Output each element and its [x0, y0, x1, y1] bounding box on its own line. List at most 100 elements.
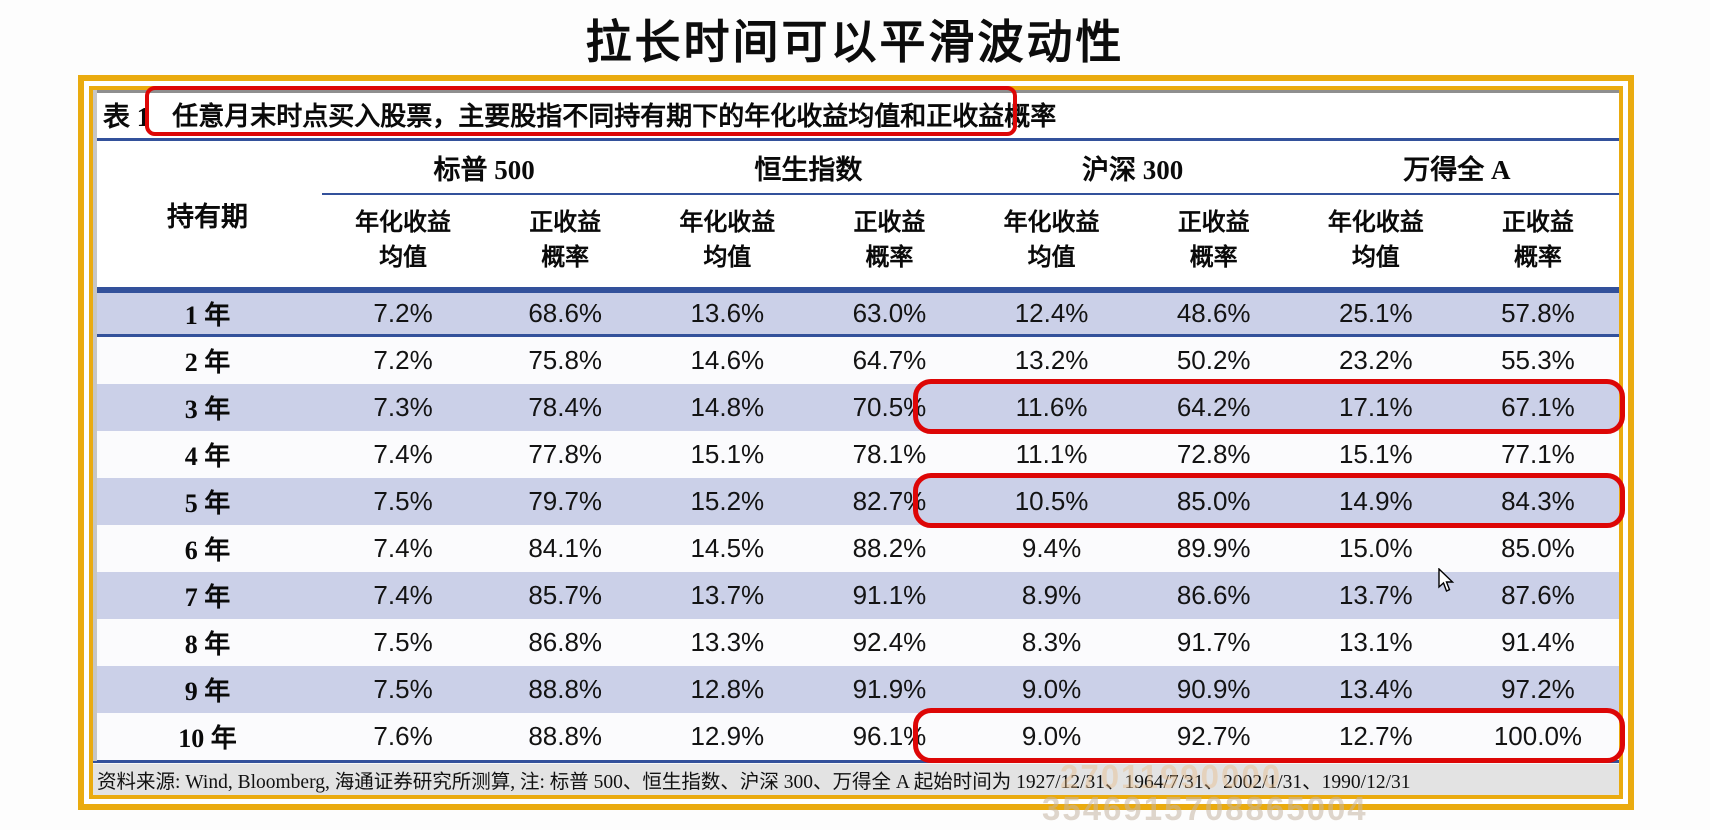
cell: 15.0% [1338, 533, 1413, 563]
cell: 9.4% [1021, 533, 1082, 563]
cell: 12.9% [690, 721, 765, 751]
table-row: 9 年 7.5% 88.8% 12.8% 91.9% 9.0% 90.9% 13… [93, 666, 1619, 713]
table-caption-prefix: 表 1 [103, 101, 151, 132]
table-row: 6 年 7.4% 84.1% 14.5% 88.2% 9.4% 89.9% 15… [93, 525, 1619, 572]
cell: 72.8% [1176, 439, 1251, 469]
table-row: 7 年 7.4% 85.7% 13.7% 91.1% 8.9% 86.6% 13… [93, 572, 1619, 619]
cell: 12.4% [1014, 298, 1089, 328]
cell: 14.8% [690, 392, 765, 422]
cell: 15.1% [1338, 439, 1413, 469]
source-note: 资料来源: Wind, Bloomberg, 海通证券研究所测算, 注: 标普 … [93, 763, 1619, 795]
cell: 7.4% [373, 580, 433, 610]
cell: 91.7% [1176, 627, 1251, 657]
table-panel: 表 1 任意月末时点买入股票，主要股指不同持有期下的年化收益均值和正收益概率 持… [89, 86, 1625, 799]
cell: 8.9% [1021, 580, 1082, 610]
cell: 25.1% [1338, 298, 1413, 328]
divider [93, 760, 1619, 763]
table-row: 4 年 7.4% 77.8% 15.1% 78.1% 11.1% 72.8% 1… [93, 431, 1619, 478]
cell: 12.7% [1338, 721, 1413, 751]
subheader-line2: 均值 [1027, 245, 1076, 271]
row-period: 9 年 [184, 677, 231, 706]
cell: 14.9% [1338, 486, 1413, 516]
row-period: 10 年 [178, 724, 237, 753]
group-underline [322, 193, 1619, 195]
subheader-prob: 正收益 概率 [484, 195, 646, 287]
cell: 67.1% [1501, 392, 1575, 422]
gold-frame: 表 1 任意月末时点买入股票，主要股指不同持有期下的年化收益均值和正收益概率 持… [78, 75, 1634, 810]
subheader-prob: 正收益 概率 [1133, 195, 1295, 287]
cell: 13.2% [1014, 345, 1089, 375]
subheader-line1: 年化收益 [1327, 210, 1424, 237]
subheader-prob: 正收益 概率 [1457, 195, 1619, 287]
cell: 79.7% [528, 486, 603, 516]
cell: 91.1% [852, 580, 927, 610]
subheader-line1: 正收益 [1501, 210, 1574, 237]
cell: 7.5% [373, 674, 433, 704]
cell: 7.4% [373, 533, 433, 563]
subheader-line2: 概率 [865, 245, 914, 271]
cell: 64.2% [1176, 392, 1251, 422]
subheader-line1: 年化收益 [355, 210, 452, 237]
subheader-return: 年化收益 均值 [646, 195, 808, 287]
cell: 55.3% [1501, 345, 1575, 375]
panel-top-edge [93, 90, 1619, 93]
cell: 85.0% [1176, 486, 1251, 516]
cell: 7.5% [373, 486, 433, 516]
table-row: 5 年 7.5% 79.7% 15.2% 82.7% 10.5% 85.0% 1… [93, 478, 1619, 525]
row-period: 3 年 [184, 395, 231, 424]
subheader-line2: 均值 [379, 245, 428, 271]
divider [93, 287, 1619, 290]
cell: 78.4% [528, 392, 603, 422]
subheader-return: 年化收益 均值 [322, 195, 484, 287]
cell: 78.1% [852, 439, 927, 469]
subheader-line1: 年化收益 [679, 210, 776, 237]
row-period: 5 年 [184, 489, 231, 518]
cell: 77.1% [1501, 439, 1575, 469]
row-period: 7 年 [184, 583, 231, 612]
cell: 57.8% [1501, 298, 1575, 328]
group-header-row: 标普 500 恒生指数 沪深 300 万得全 A [322, 141, 1619, 193]
subheader-line1: 正收益 [853, 210, 926, 237]
table-caption-row: 表 1 任意月末时点买入股票，主要股指不同持有期下的年化收益均值和正收益概率 [93, 90, 1619, 138]
cell: 89.9% [1176, 533, 1251, 563]
subheader-line2: 均值 [703, 245, 752, 271]
cell: 50.2% [1176, 345, 1251, 375]
cell: 86.6% [1176, 580, 1251, 610]
cell: 84.1% [528, 533, 603, 563]
panel-left-edge [93, 90, 97, 761]
subheader-line1: 正收益 [1177, 210, 1250, 237]
cell: 88.8% [528, 721, 603, 751]
cell: 75.8% [528, 345, 603, 375]
group-hangseng: 恒生指数 [754, 154, 863, 185]
table-header: 持有期 标普 500 恒生指数 沪深 300 万得全 A 年化收益 均值 [93, 141, 1619, 287]
subheader-prob: 正收益 概率 [808, 195, 970, 287]
cell: 8.3% [1021, 627, 1082, 657]
subheader-line2: 概率 [541, 245, 590, 271]
header-holding-period: 持有期 [167, 201, 248, 232]
group-sp500: 标普 500 [433, 154, 535, 185]
cell: 91.9% [852, 674, 927, 704]
cell: 88.2% [852, 533, 927, 563]
subheader-line1: 正收益 [529, 210, 602, 237]
cell: 48.6% [1176, 298, 1251, 328]
cell: 92.7% [1176, 721, 1251, 751]
page-title: 拉长时间可以平滑波动性 [585, 16, 1125, 68]
cell: 15.2% [690, 486, 765, 516]
subheader-line2: 概率 [1513, 245, 1562, 271]
cell: 85.0% [1501, 533, 1575, 563]
row-period: 8 年 [184, 630, 231, 659]
cell: 7.2% [373, 345, 433, 375]
cell: 15.1% [690, 439, 765, 469]
header-groups: 标普 500 恒生指数 沪深 300 万得全 A 年化收益 均值 正收益 [322, 141, 1619, 287]
cell: 100.0% [1493, 721, 1583, 751]
row-period: 2 年 [184, 348, 231, 377]
cell: 13.7% [690, 580, 765, 610]
row-period: 6 年 [184, 536, 231, 565]
table-row: 10 年 7.6% 88.8% 12.9% 96.1% 9.0% 92.7% 1… [93, 713, 1619, 760]
cell: 12.8% [690, 674, 765, 704]
cell: 7.2% [373, 298, 433, 328]
cell: 91.4% [1501, 627, 1575, 657]
cell: 70.5% [852, 392, 927, 422]
cell: 86.8% [528, 627, 603, 657]
